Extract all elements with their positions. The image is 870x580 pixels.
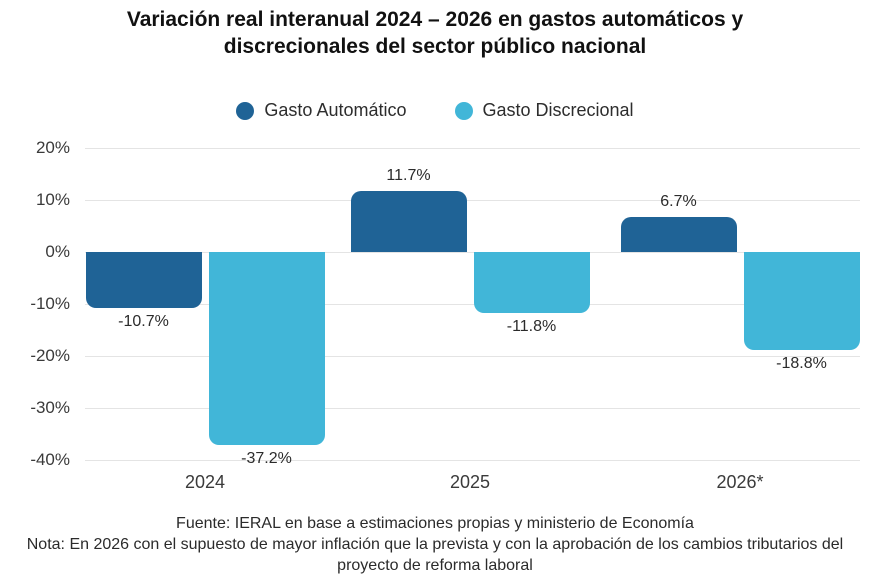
bar-gasto-automatico-2026: [620, 217, 737, 252]
plot-area: -10.7% -37.2% 11.7% -11.8% 6.7% -18.8%: [85, 140, 860, 468]
y-tick-label-20%: 20%: [35, 138, 70, 157]
bar-gasto-discrecional-2025: [473, 252, 590, 314]
x-tick-label-2024: 2024: [184, 472, 226, 492]
bar-gasto-automatico-2024: [85, 252, 202, 308]
x-axis: 2024 2025 2026*: [85, 472, 860, 498]
gridline-10%: [85, 200, 860, 201]
y-tick-label-0%: 0%: [45, 242, 70, 261]
data-label-gasto-automatico-2026: 6.7%: [660, 193, 697, 211]
chart-title-text: Variación real interanual 2024 – 2026 en…: [126, 8, 744, 58]
data-label-gasto-discrecional-2026: -18.8%: [776, 354, 827, 372]
y-tick-label--40%: -40%: [30, 450, 70, 469]
bar-gasto-discrecional-2024: [208, 252, 325, 446]
gridline-20%: [85, 148, 860, 149]
gridline--20%: [85, 356, 860, 357]
footnote: Nota: En 2026 con el supuesto de mayor i…: [26, 536, 844, 574]
legend-dot-gasto-automatico: [236, 101, 255, 120]
data-label-gasto-automatico-2024: -10.7%: [118, 312, 169, 330]
y-tick-label-10%: 10%: [35, 190, 70, 209]
legend: Gasto Automático Gasto Discrecional: [0, 100, 870, 121]
source-note: Fuente: IERAL en base a estimaciones pro…: [176, 515, 694, 532]
y-axis: 20% 10% 0% -10% -20% -30% -40%: [0, 138, 78, 469]
chart-title: Variación real interanual 2024 – 2026 en…: [35, 7, 835, 61]
legend-item-gasto-discrecional: Gasto Discrecional: [454, 100, 634, 121]
legend-dot-gasto-discrecional: [454, 101, 473, 120]
data-label-gasto-discrecional-2025: -11.8%: [506, 318, 557, 336]
y-tick-label--20%: -20%: [30, 346, 70, 365]
legend-item-gasto-automatico: Gasto Automático: [236, 100, 407, 121]
x-tick-label-2026: 2026*: [716, 472, 764, 492]
legend-label-gasto-discrecional: Gasto Discrecional: [482, 100, 634, 120]
bar-gasto-automatico-2025: [350, 191, 467, 252]
y-tick-label--10%: -10%: [30, 294, 70, 313]
gridline--40%: [85, 460, 860, 461]
bar-gasto-discrecional-2026: [743, 252, 860, 350]
x-tick-label-2025: 2025: [449, 472, 491, 492]
gridline-0%: [85, 252, 860, 253]
footer: Fuente: IERAL en base a estimaciones pro…: [0, 513, 870, 576]
y-tick-label--30%: -30%: [30, 398, 70, 417]
gridline--30%: [85, 408, 860, 409]
legend-label-gasto-automatico: Gasto Automático: [264, 100, 407, 120]
gridline--10%: [85, 304, 860, 305]
data-label-gasto-discrecional-2024: -37.2%: [241, 450, 292, 468]
data-label-gasto-automatico-2025: 11.7%: [386, 167, 431, 185]
